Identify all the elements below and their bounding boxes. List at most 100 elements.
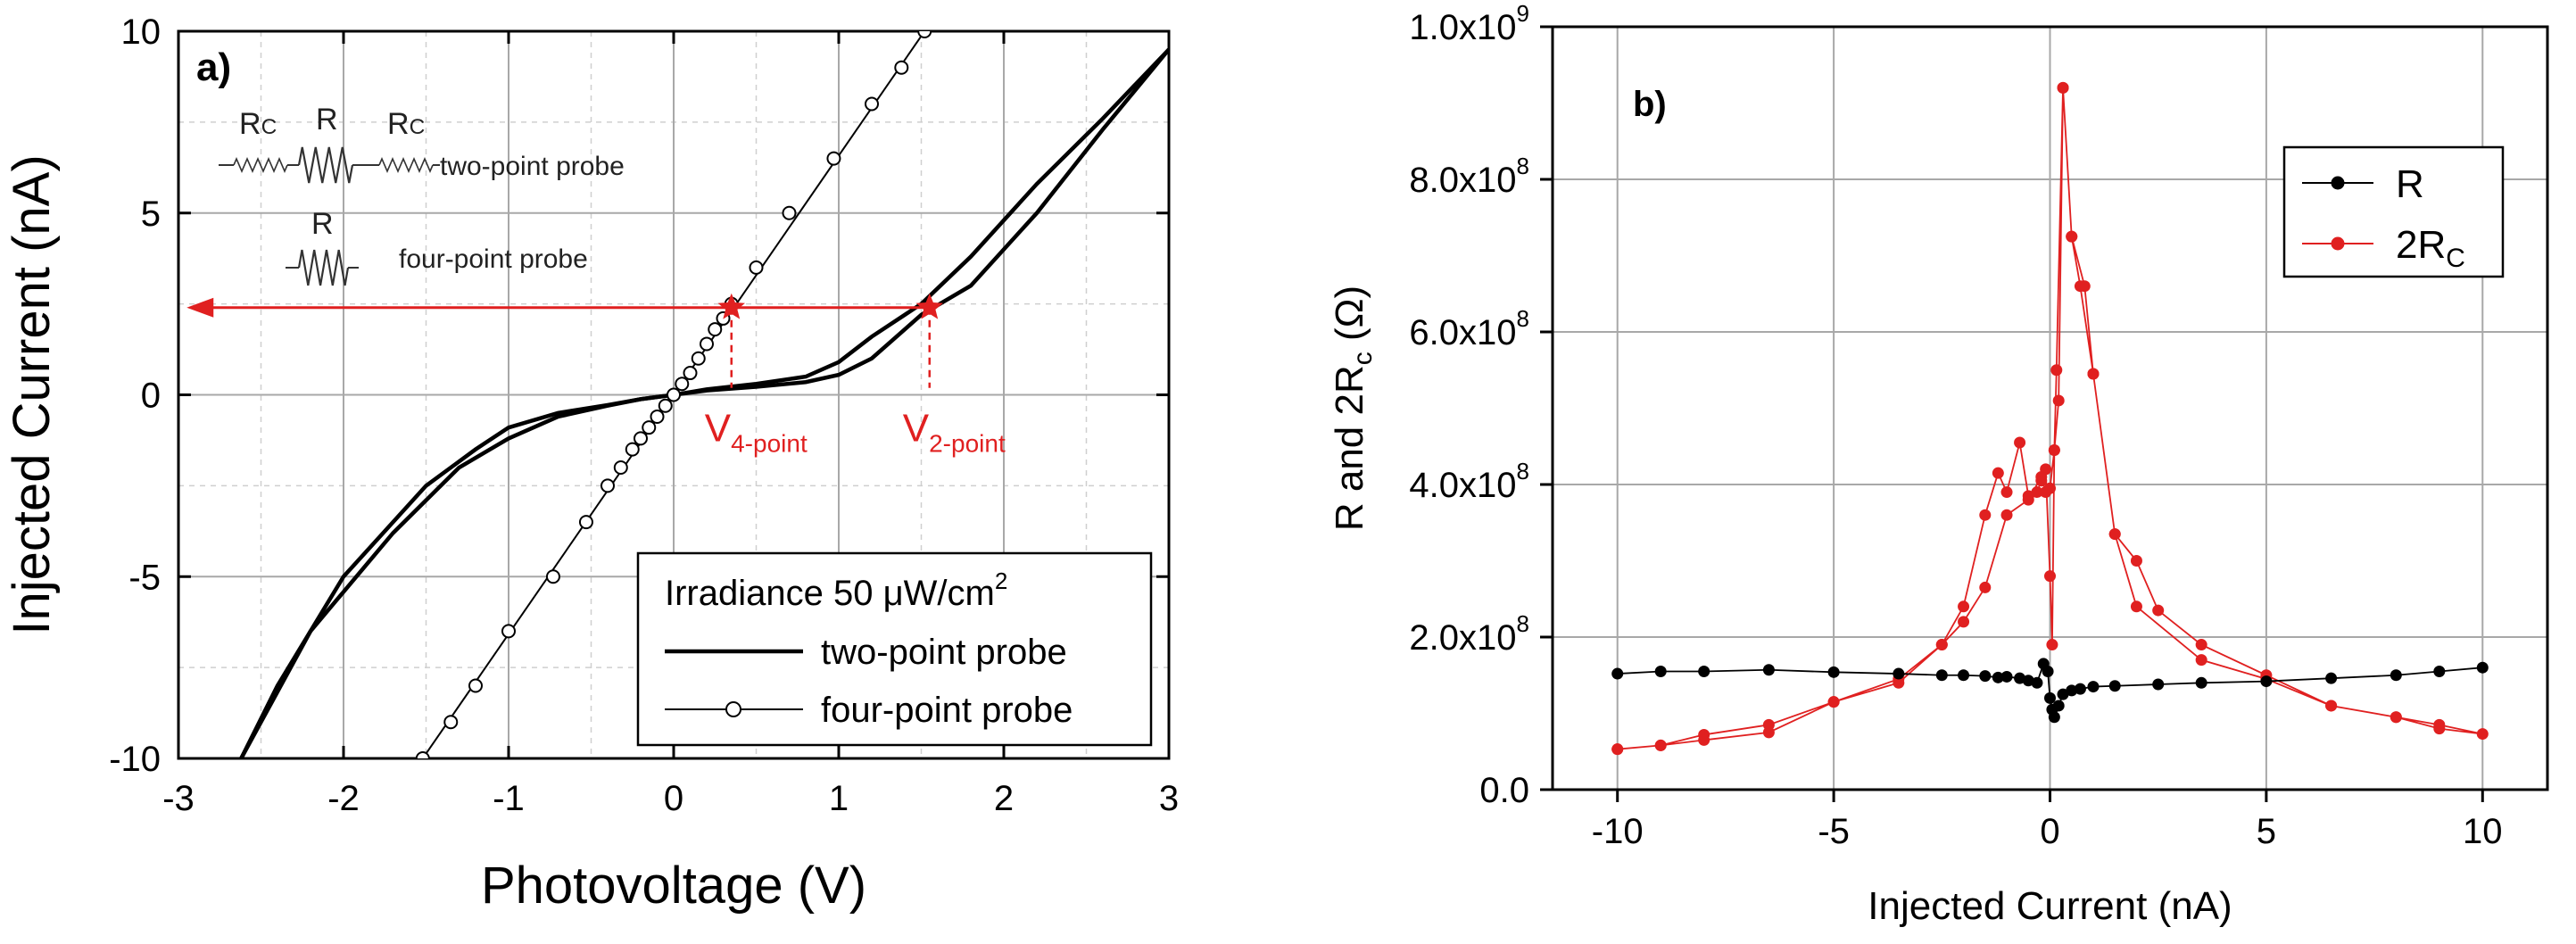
legend-title-legend_title_prefix: Irradiance 50: [665, 574, 883, 613]
series-2RC-point: [1654, 739, 1667, 751]
y-tick-mantissa: 6.0x10: [1409, 313, 1516, 352]
y-tick-mantissa: 1.0x10: [1409, 8, 1516, 47]
red-arrow-head: [186, 297, 214, 318]
series-2RC-point: [1992, 467, 2004, 479]
legend-title-legend_title_sup: 2: [995, 567, 1007, 594]
panel-b-x-tick-label: 5: [2257, 812, 2276, 851]
legend-four-point-label: four-point probe: [821, 691, 1073, 730]
panel-b-x-tick-label: 10: [2463, 812, 2503, 851]
panel-a-x-tick-label: 0: [664, 779, 683, 818]
v4-point-label-sub: 4-point: [731, 430, 808, 458]
panel-b-legend: R 2RC: [2282, 145, 2505, 278]
four-point-probe-point: [501, 624, 516, 639]
panel-a-y-tick-label: -5: [128, 558, 161, 597]
legend-label-main: 2R: [2396, 223, 2446, 267]
panel-a-x-tick-label: 1: [829, 779, 849, 818]
series-R-point: [2325, 672, 2338, 684]
four-point-probe-point: [545, 569, 560, 584]
four-point-probe-circuit-label: four-point probe: [399, 244, 588, 274]
series-2RC-point: [2052, 394, 2065, 407]
y-tick-exponent: 9: [1517, 0, 1529, 27]
panel-a-series: [239, 31, 1169, 758]
legend-title-legend_title_unit: W/cm: [904, 574, 995, 613]
panel-b-x-tick-label: -10: [1592, 812, 1644, 851]
r-mid-label: R: [316, 103, 338, 137]
v4-point-label-main: V: [705, 407, 732, 451]
series-2RC-point: [2040, 486, 2052, 499]
series-2RC-point: [1979, 581, 1992, 593]
legend-four-point-marker: [725, 701, 741, 717]
panel-a-x-tick-label: -1: [493, 779, 525, 818]
series-R-line: [1617, 661, 2483, 720]
panel-b-label: b): [1633, 85, 1667, 124]
four-point-probe-point: [691, 351, 706, 366]
four-point-probe-point: [749, 260, 764, 275]
four-point-probe-point: [658, 398, 673, 413]
rc-right-label-sub: C: [410, 115, 426, 139]
series-2RC-point: [2050, 364, 2063, 377]
two-point-probe-curve-2: [239, 47, 1169, 758]
four-point-probe-point: [683, 366, 698, 381]
red-star-marker: [717, 293, 745, 319]
r-four-label-main: R: [311, 207, 334, 241]
series-2RC-point: [2022, 493, 2034, 506]
series-R-point: [2000, 670, 2013, 683]
series-2RC-point: [2044, 570, 2056, 583]
series-2RC-point: [2476, 728, 2489, 741]
series-R-point: [1654, 665, 1667, 677]
series-R-point: [1827, 666, 1840, 678]
series-R-point: [2108, 680, 2121, 692]
series-R-point: [2052, 700, 2065, 712]
four-point-probe-point: [578, 515, 593, 530]
legend-2RC-label: 2RC: [2396, 223, 2465, 273]
panel-a-x-tick-label: 2: [994, 779, 1014, 818]
four-point-probe-point: [675, 377, 690, 392]
four-point-probe-point: [894, 60, 909, 75]
panel-b-chart: -10 -5 0 5 100.02.0x1084.0x1086.0x1088.0x108…: [1328, 0, 2549, 928]
legend-two-point-label: two-point probe: [821, 633, 1067, 672]
panel-b-y-tick-label: 0.0: [1479, 771, 1529, 810]
four-point-probe-point: [667, 387, 681, 402]
panel-b-y-axis-title: R and 2Rc (Ω): [1328, 286, 1378, 531]
four-point-probe-point: [625, 442, 640, 457]
series-2RC-point: [2046, 639, 2058, 651]
legend-label-sub: C: [2446, 244, 2465, 273]
four-point-probe-point: [443, 715, 459, 730]
panel-a-x-tick-label: -3: [162, 779, 195, 818]
v2-point-label-sub: 2-point: [929, 430, 1006, 458]
panel-a-x-tick-label: -2: [327, 779, 360, 818]
v4-point-label: V4-point: [705, 407, 808, 458]
panel-a-x-tick-label: 3: [1159, 779, 1179, 818]
series-R-point: [2074, 683, 2086, 695]
panel-b-legend-box: [2282, 145, 2505, 278]
panel-b-x-tick-label: 0: [2040, 812, 2059, 851]
series-2RC-point: [2000, 509, 2013, 521]
panel-a-y-tick-label: 5: [141, 195, 161, 234]
series-R-point: [1893, 667, 1905, 680]
panel-a-y-tick-label: 10: [121, 12, 162, 52]
series-R-point: [2476, 661, 2489, 674]
panel-b-ticks: -10 -5 0 5 100.02.0x1084.0x1086.0x1088.0x108…: [1409, 0, 2502, 851]
legend-R-marker: [2331, 176, 2345, 190]
series-R-point: [2195, 676, 2207, 689]
y-tick-mantissa: 2.0x10: [1409, 618, 1516, 658]
r-resistor-icon: [297, 146, 354, 184]
panel-b-y-tick-label: 8.0x108: [1409, 153, 1529, 200]
four-point-probe-point: [782, 205, 797, 220]
y-tick-mantissa: 8.0x10: [1409, 161, 1516, 200]
four-point-probe-point: [415, 751, 430, 758]
series-R-point: [1979, 670, 1992, 683]
series-R-point: [2260, 675, 2273, 688]
series-2RC-point: [2078, 280, 2091, 293]
rc-right-resistor-icon: [378, 156, 434, 174]
v2-point-label: V2-point: [903, 407, 1006, 458]
legend-R-label: R: [2396, 162, 2424, 206]
y-axis-title-ylabel_sub: c: [1348, 352, 1378, 365]
series-2RC-point: [2390, 711, 2402, 724]
four-point-probe-point: [642, 420, 657, 435]
four-point-probe-point: [650, 409, 665, 424]
